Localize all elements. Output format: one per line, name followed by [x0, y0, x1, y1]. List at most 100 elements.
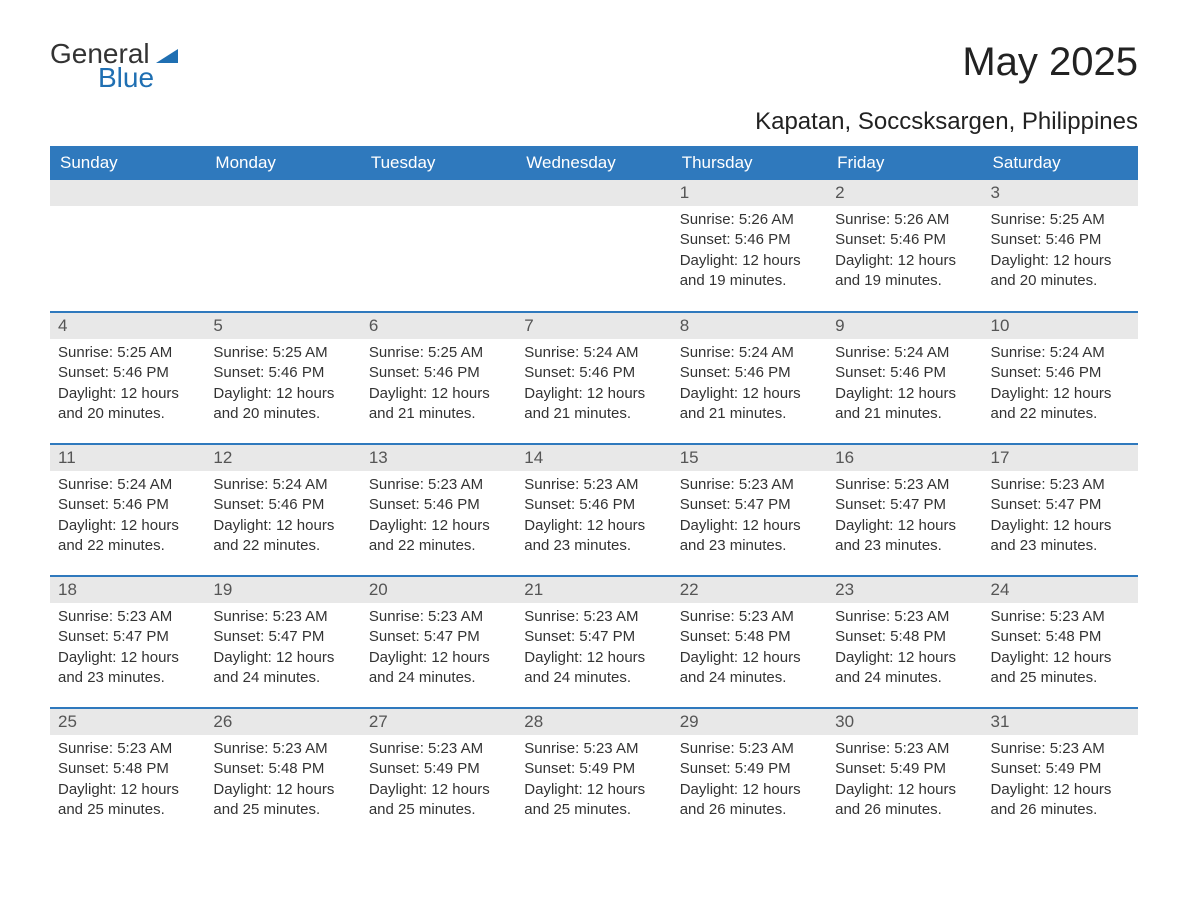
- calendar-week-row: 4Sunrise: 5:25 AMSunset: 5:46 PMDaylight…: [50, 312, 1138, 444]
- daylight-text: Daylight: 12 hours and 23 minutes.: [524, 516, 663, 557]
- weekday-header-row: Sunday Monday Tuesday Wednesday Thursday…: [50, 146, 1138, 180]
- daylight-text: Daylight: 12 hours and 22 minutes.: [58, 516, 197, 557]
- sunset-text: Sunset: 5:48 PM: [835, 627, 974, 647]
- sunrise-text: Sunrise: 5:23 AM: [213, 607, 352, 627]
- calendar-cell: 24Sunrise: 5:23 AMSunset: 5:48 PMDayligh…: [983, 576, 1138, 708]
- day-number: [516, 180, 671, 206]
- calendar-cell: 3Sunrise: 5:25 AMSunset: 5:46 PMDaylight…: [983, 180, 1138, 312]
- daylight-text: Daylight: 12 hours and 24 minutes.: [369, 648, 508, 689]
- daylight-text: Daylight: 12 hours and 24 minutes.: [524, 648, 663, 689]
- weekday-header: Sunday: [50, 146, 205, 180]
- day-details: Sunrise: 5:25 AMSunset: 5:46 PMDaylight:…: [205, 339, 360, 432]
- calendar-cell: 16Sunrise: 5:23 AMSunset: 5:47 PMDayligh…: [827, 444, 982, 576]
- daylight-text: Daylight: 12 hours and 20 minutes.: [991, 251, 1130, 292]
- day-number: 6: [361, 313, 516, 339]
- sunset-text: Sunset: 5:46 PM: [991, 230, 1130, 250]
- day-number: 7: [516, 313, 671, 339]
- calendar-cell: 13Sunrise: 5:23 AMSunset: 5:46 PMDayligh…: [361, 444, 516, 576]
- sunset-text: Sunset: 5:48 PM: [680, 627, 819, 647]
- daylight-text: Daylight: 12 hours and 21 minutes.: [369, 384, 508, 425]
- calendar-cell: 19Sunrise: 5:23 AMSunset: 5:47 PMDayligh…: [205, 576, 360, 708]
- sunset-text: Sunset: 5:46 PM: [835, 230, 974, 250]
- sunset-text: Sunset: 5:46 PM: [524, 363, 663, 383]
- weekday-header: Tuesday: [361, 146, 516, 180]
- calendar-cell: [516, 180, 671, 312]
- day-details: Sunrise: 5:23 AMSunset: 5:48 PMDaylight:…: [827, 603, 982, 696]
- brand-logo: General Blue: [50, 40, 178, 92]
- calendar-cell: 27Sunrise: 5:23 AMSunset: 5:49 PMDayligh…: [361, 708, 516, 840]
- calendar-week-row: 11Sunrise: 5:24 AMSunset: 5:46 PMDayligh…: [50, 444, 1138, 576]
- day-number: 14: [516, 445, 671, 471]
- calendar-cell: 8Sunrise: 5:24 AMSunset: 5:46 PMDaylight…: [672, 312, 827, 444]
- calendar-cell: 23Sunrise: 5:23 AMSunset: 5:48 PMDayligh…: [827, 576, 982, 708]
- sunrise-text: Sunrise: 5:23 AM: [835, 607, 974, 627]
- daylight-text: Daylight: 12 hours and 22 minutes.: [213, 516, 352, 557]
- sunset-text: Sunset: 5:46 PM: [369, 363, 508, 383]
- sunrise-text: Sunrise: 5:25 AM: [991, 210, 1130, 230]
- sunrise-text: Sunrise: 5:23 AM: [680, 475, 819, 495]
- day-number: 31: [983, 709, 1138, 735]
- calendar-cell: 1Sunrise: 5:26 AMSunset: 5:46 PMDaylight…: [672, 180, 827, 312]
- calendar-cell: 15Sunrise: 5:23 AMSunset: 5:47 PMDayligh…: [672, 444, 827, 576]
- calendar-cell: 12Sunrise: 5:24 AMSunset: 5:46 PMDayligh…: [205, 444, 360, 576]
- daylight-text: Daylight: 12 hours and 24 minutes.: [680, 648, 819, 689]
- day-details: Sunrise: 5:23 AMSunset: 5:46 PMDaylight:…: [361, 471, 516, 564]
- daylight-text: Daylight: 12 hours and 23 minutes.: [991, 516, 1130, 557]
- sunrise-text: Sunrise: 5:24 AM: [524, 343, 663, 363]
- sunset-text: Sunset: 5:46 PM: [991, 363, 1130, 383]
- calendar-cell: 14Sunrise: 5:23 AMSunset: 5:46 PMDayligh…: [516, 444, 671, 576]
- sunset-text: Sunset: 5:49 PM: [524, 759, 663, 779]
- day-number: 8: [672, 313, 827, 339]
- calendar-week-row: 1Sunrise: 5:26 AMSunset: 5:46 PMDaylight…: [50, 180, 1138, 312]
- day-details: Sunrise: 5:24 AMSunset: 5:46 PMDaylight:…: [516, 339, 671, 432]
- sunset-text: Sunset: 5:46 PM: [835, 363, 974, 383]
- sunset-text: Sunset: 5:49 PM: [991, 759, 1130, 779]
- weekday-header: Saturday: [983, 146, 1138, 180]
- sunrise-text: Sunrise: 5:24 AM: [213, 475, 352, 495]
- day-details: Sunrise: 5:23 AMSunset: 5:48 PMDaylight:…: [983, 603, 1138, 696]
- daylight-text: Daylight: 12 hours and 19 minutes.: [835, 251, 974, 292]
- page-title: May 2025: [962, 40, 1138, 85]
- day-number: [361, 180, 516, 206]
- calendar-cell: [361, 180, 516, 312]
- daylight-text: Daylight: 12 hours and 21 minutes.: [680, 384, 819, 425]
- day-details: Sunrise: 5:23 AMSunset: 5:49 PMDaylight:…: [827, 735, 982, 828]
- day-number: 4: [50, 313, 205, 339]
- sunrise-text: Sunrise: 5:23 AM: [991, 607, 1130, 627]
- daylight-text: Daylight: 12 hours and 23 minutes.: [58, 648, 197, 689]
- day-number: 23: [827, 577, 982, 603]
- weekday-header: Monday: [205, 146, 360, 180]
- calendar-cell: 4Sunrise: 5:25 AMSunset: 5:46 PMDaylight…: [50, 312, 205, 444]
- day-number: 15: [672, 445, 827, 471]
- calendar-cell: 18Sunrise: 5:23 AMSunset: 5:47 PMDayligh…: [50, 576, 205, 708]
- calendar-cell: 11Sunrise: 5:24 AMSunset: 5:46 PMDayligh…: [50, 444, 205, 576]
- daylight-text: Daylight: 12 hours and 19 minutes.: [680, 251, 819, 292]
- sunrise-text: Sunrise: 5:26 AM: [680, 210, 819, 230]
- day-details: Sunrise: 5:24 AMSunset: 5:46 PMDaylight:…: [205, 471, 360, 564]
- sunrise-text: Sunrise: 5:23 AM: [369, 475, 508, 495]
- day-number: 30: [827, 709, 982, 735]
- day-number: 5: [205, 313, 360, 339]
- day-details: Sunrise: 5:23 AMSunset: 5:49 PMDaylight:…: [983, 735, 1138, 828]
- daylight-text: Daylight: 12 hours and 25 minutes.: [213, 780, 352, 821]
- day-details: Sunrise: 5:24 AMSunset: 5:46 PMDaylight:…: [983, 339, 1138, 432]
- day-details: Sunrise: 5:23 AMSunset: 5:49 PMDaylight:…: [361, 735, 516, 828]
- daylight-text: Daylight: 12 hours and 22 minutes.: [991, 384, 1130, 425]
- sunset-text: Sunset: 5:46 PM: [58, 363, 197, 383]
- sunset-text: Sunset: 5:46 PM: [524, 495, 663, 515]
- calendar-cell: 2Sunrise: 5:26 AMSunset: 5:46 PMDaylight…: [827, 180, 982, 312]
- day-number: 12: [205, 445, 360, 471]
- sunset-text: Sunset: 5:47 PM: [213, 627, 352, 647]
- day-number: 16: [827, 445, 982, 471]
- day-details: Sunrise: 5:23 AMSunset: 5:47 PMDaylight:…: [205, 603, 360, 696]
- day-number: 22: [672, 577, 827, 603]
- sunrise-text: Sunrise: 5:26 AM: [835, 210, 974, 230]
- weekday-header: Friday: [827, 146, 982, 180]
- day-details: Sunrise: 5:24 AMSunset: 5:46 PMDaylight:…: [672, 339, 827, 432]
- day-details: Sunrise: 5:25 AMSunset: 5:46 PMDaylight:…: [50, 339, 205, 432]
- sunset-text: Sunset: 5:48 PM: [58, 759, 197, 779]
- day-details: Sunrise: 5:23 AMSunset: 5:47 PMDaylight:…: [827, 471, 982, 564]
- calendar-cell: 30Sunrise: 5:23 AMSunset: 5:49 PMDayligh…: [827, 708, 982, 840]
- sunset-text: Sunset: 5:47 PM: [680, 495, 819, 515]
- sunset-text: Sunset: 5:49 PM: [680, 759, 819, 779]
